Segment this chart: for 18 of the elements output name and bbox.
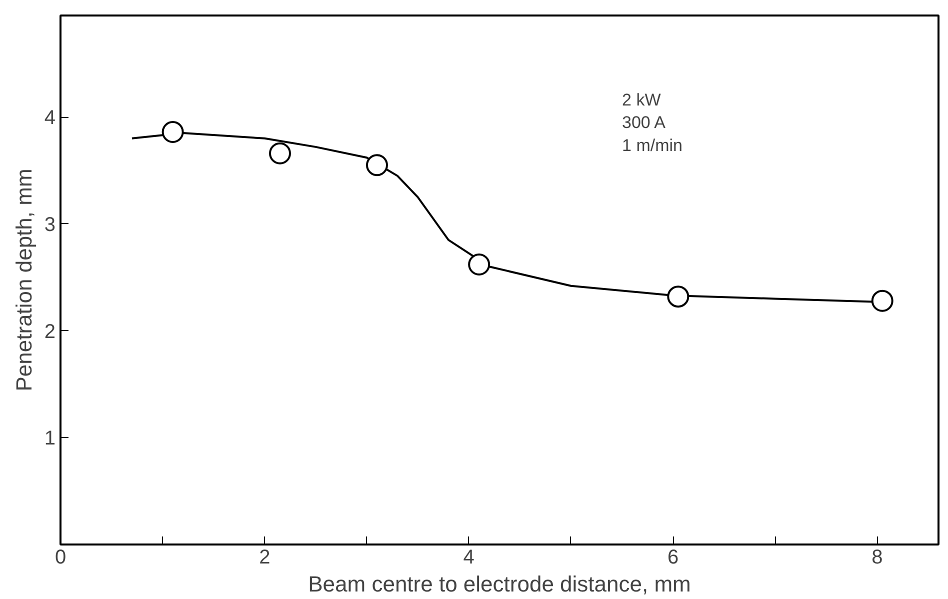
y-tick-label: 2 (44, 320, 56, 343)
y-tick-label: 1 (44, 428, 56, 450)
point (667, 286, 690, 308)
point (366, 154, 388, 176)
x-tick-label: 4 (463, 546, 474, 568)
y-tick-label: 4 (44, 107, 56, 130)
x-tick-label: 0 (54, 546, 66, 568)
y-axis-title: Penetration depth, mm (11, 168, 36, 392)
point (871, 290, 894, 312)
x-tick-label: 2 (259, 546, 270, 568)
x-tick-label: 8 (872, 546, 883, 568)
y-tick-label: 3 (44, 214, 56, 236)
x-tick-label: 6 (667, 546, 679, 568)
point (468, 254, 490, 276)
point (269, 142, 291, 164)
annotation: 2 kW 300 A 1 m/min (622, 90, 682, 155)
point (162, 121, 184, 143)
x-axis-title: Beam centre to electrode distance, mm (308, 572, 691, 596)
